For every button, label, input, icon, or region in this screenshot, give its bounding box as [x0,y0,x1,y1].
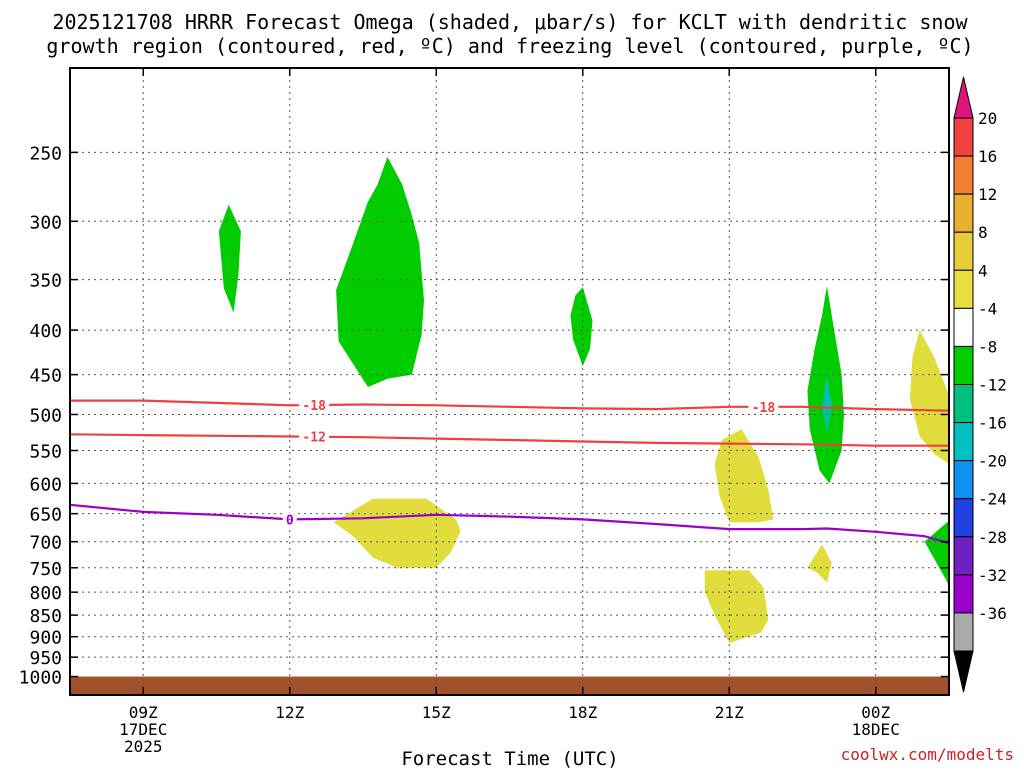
y-tick-label: 800 [29,583,62,604]
contour-label: 0 [286,513,294,528]
omega-region-1 [218,204,241,313]
x-tick-label: 2025 [124,737,163,756]
x-tick-label: 15Z [422,703,451,722]
credit-text: coolwx.com/modelts [841,745,1014,764]
contour-line-2 [70,433,949,447]
y-tick-label: 850 [29,606,62,627]
y-tick-label: 300 [29,212,62,233]
y-tick-label: 900 [29,628,62,649]
x-tick-label: 18Z [568,703,597,722]
colorbar-label: 4 [978,261,988,280]
colorbar-label: -24 [978,490,1007,509]
contour-label: -18 [302,399,326,414]
colorbar-swatch [953,384,974,424]
x-tick-label: 12Z [275,703,304,722]
colorbar-swatch [953,193,974,233]
contour-label: -12 [302,431,325,446]
colorbar-bottom-arrow [953,650,974,693]
y-tick-label: 1000 [19,668,62,689]
y-tick-label: 600 [29,474,62,495]
colorbar-label: 8 [978,223,988,242]
omega-region-10 [807,544,832,583]
y-tick-label: 250 [29,143,62,164]
colorbar-label: 16 [978,147,997,166]
y-tick-label: 550 [29,442,62,463]
colorbar-swatch [953,612,974,652]
colorbar-swatch [953,269,974,309]
omega-region-11 [704,570,769,643]
contour-label-bg [299,429,330,444]
omega-region-6 [924,520,949,585]
contour-line-1 [70,399,949,412]
x-tick-label: 21Z [715,703,744,722]
contour-label: -18 [752,401,776,416]
y-tick-label: 500 [29,405,62,426]
omega-region-3 [570,287,593,367]
plot-frame [69,67,950,696]
y-tick-label: 350 [29,271,62,292]
colorbar-label: -16 [978,414,1007,433]
colorbar-swatch [953,345,974,385]
y-tick-label: 950 [29,648,62,669]
colorbar-label: -8 [978,337,997,356]
colorbar-label: -36 [978,604,1007,623]
colorbar-swatch [953,117,974,157]
colorbar-swatch [953,574,974,614]
contour-label-bg [299,398,330,413]
x-tick-label: 09Z [129,703,158,722]
contour-line-3 [70,503,949,545]
y-tick-label: 400 [29,321,62,342]
y-tick-label: 750 [29,559,62,580]
colorbar-label: -20 [978,452,1007,471]
ground-fill [70,676,949,695]
colorbar-label: -12 [978,376,1007,395]
omega-region-2 [336,156,424,387]
x-axis-label: Forecast Time (UTC) [401,748,618,768]
colorbar-swatch [953,422,974,462]
colorbar-top-arrow [953,76,974,119]
chart-title-line-2: growth region (contoured, red, ºC) and f… [46,34,973,58]
colorbar-swatch [953,498,974,538]
x-tick-label: 17DEC [119,720,167,739]
omega-region-8 [909,330,949,464]
colorbar-label: -28 [978,528,1007,547]
colorbar-label: 20 [978,109,997,128]
colorbar-label: 12 [978,185,997,204]
colorbar-label: -4 [978,299,997,318]
omega-region-9 [333,498,461,568]
colorbar-swatch [953,231,974,271]
x-tick-label: 00Z [861,703,890,722]
chart-title-line-1: 2025121708 HRRR Forecast Omega (shaded, … [52,10,968,34]
colorbar-swatch [953,307,974,347]
colorbar-swatch [953,536,974,576]
colorbar-label: -32 [978,566,1007,585]
colorbar-swatch [953,155,974,195]
x-tick-label: 18DEC [852,720,900,739]
contour-label-bg [748,399,779,414]
y-tick-label: 650 [29,505,62,526]
colorbar-swatch [953,460,974,500]
omega-region-5 [822,374,832,433]
y-tick-label: 700 [29,533,62,554]
y-tick-label: 450 [29,366,62,387]
contour-label-bg [282,512,297,527]
